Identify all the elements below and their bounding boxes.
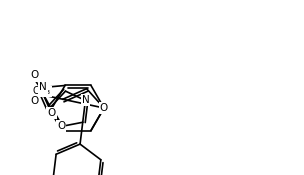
Text: O: O: [100, 103, 108, 113]
Text: O: O: [57, 121, 65, 131]
Text: O: O: [31, 71, 39, 80]
Text: N: N: [81, 95, 89, 105]
Text: O: O: [31, 96, 39, 106]
Text: O: O: [47, 108, 56, 118]
Text: CH₃: CH₃: [33, 86, 51, 96]
Text: N: N: [39, 82, 47, 92]
